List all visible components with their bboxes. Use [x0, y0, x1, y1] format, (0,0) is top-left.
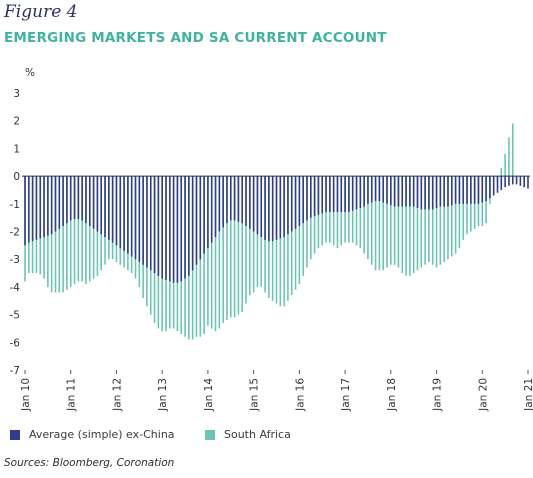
x-axis: Jan 10 Jan 11 Jan 12 Jan 13 Jan 14 Jan 15 Jan … [20, 370, 533, 412]
legend-swatch-sa [205, 429, 215, 440]
y-tick-label: 1 [13, 143, 20, 155]
y-tick-label: -7 [10, 365, 20, 377]
x-tick-label: Jan 19 [432, 378, 444, 412]
x-tick-label: Jan 13 [157, 378, 169, 412]
y-tick-label: -3 [10, 254, 20, 266]
source-note: Sources: Bloomberg, Coronation [4, 457, 175, 469]
y-tick-label: -4 [10, 282, 21, 294]
x-tick-label: Jan 18 [386, 378, 398, 412]
x-tick-label: Jan 10 [20, 378, 32, 412]
x-tick-label: Jan 20 [477, 378, 489, 412]
legend-swatch-em [10, 429, 20, 440]
x-tick-label: Jan 14 [203, 378, 215, 412]
figure-label: Figure 4 [4, 2, 78, 22]
y-tick-label: 3 [13, 88, 20, 100]
x-tick-label: Jan 12 [111, 378, 123, 412]
legend-label-em: Average (simple) ex-China [29, 428, 175, 441]
series-em-bars [24, 176, 529, 283]
y-axis: 3 2 1 0 -1 -2 -3 -4 -5 -6 -7 [10, 88, 21, 377]
y-tick-label: -2 [10, 227, 20, 239]
y-tick-label: -5 [10, 310, 20, 322]
x-tick-label: Jan 15 [249, 378, 261, 412]
y-tick-label: 2 [13, 116, 20, 128]
x-tick-label: Jan 16 [294, 378, 306, 412]
y-axis-unit: % [25, 67, 35, 79]
x-tick-label: Jan 11 [66, 378, 78, 412]
x-tick-label: Jan 17 [340, 378, 352, 412]
x-tick-label: Jan 21 [523, 378, 533, 412]
y-tick-label: -6 [10, 337, 21, 349]
legend: Average (simple) ex-China South Africa [0, 428, 533, 448]
y-tick-label: -1 [10, 199, 20, 211]
legend-item-sa: South Africa [205, 428, 291, 441]
y-tick-label: 0 [13, 171, 20, 183]
chart-title: EMERGING MARKETS AND SA CURRENT ACCOUNT [4, 30, 387, 46]
legend-label-sa: South Africa [224, 428, 291, 441]
legend-item-em: Average (simple) ex-China [10, 428, 175, 441]
